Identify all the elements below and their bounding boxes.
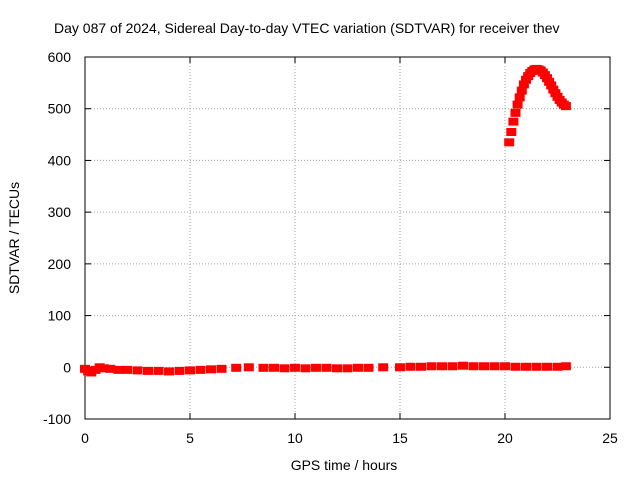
data-point — [447, 362, 458, 371]
data-point — [378, 363, 389, 372]
data-point — [332, 364, 342, 373]
chart-title: Day 087 of 2024, Sidereal Day-to-day VTE… — [54, 20, 560, 36]
data-point — [243, 363, 254, 372]
data-points — [80, 64, 571, 377]
data-point — [516, 86, 527, 95]
data-point — [489, 362, 500, 371]
data-point — [510, 108, 521, 117]
y-tick-label-1: 0 — [63, 359, 71, 375]
data-point — [98, 364, 109, 373]
y-tick-label-4: 300 — [48, 204, 72, 220]
x-tick-label-0: 0 — [81, 430, 89, 446]
data-point — [216, 364, 227, 373]
x-axis-label: GPS time / hours — [291, 457, 398, 473]
y-tick-label-0: -100 — [43, 411, 71, 427]
data-point — [113, 365, 124, 374]
data-point — [363, 363, 374, 372]
data-point — [521, 362, 531, 371]
x-tick-label-2: 10 — [287, 430, 303, 446]
y-tick-label-7: 600 — [48, 49, 72, 65]
data-point — [174, 366, 185, 375]
data-point — [512, 100, 523, 109]
data-point — [353, 363, 363, 372]
data-point — [506, 127, 517, 136]
data-point — [518, 80, 529, 89]
data-point — [321, 363, 332, 372]
data-point — [258, 363, 269, 372]
plot-frame — [84, 56, 611, 420]
data-point — [195, 365, 206, 374]
x-tick-label-3: 15 — [392, 430, 408, 446]
x-axis-ticks: 0 5 10 15 20 25 — [81, 57, 618, 446]
data-point — [508, 117, 519, 126]
data-point — [552, 362, 563, 371]
data-point — [405, 362, 416, 371]
data-point — [468, 362, 479, 371]
data-point — [437, 362, 447, 371]
data-point — [105, 364, 116, 373]
data-point — [416, 362, 426, 371]
data-point — [185, 366, 195, 375]
data-point — [546, 81, 557, 90]
data-point — [504, 138, 515, 147]
data-point — [164, 367, 174, 376]
data-point — [279, 364, 290, 373]
data-point — [514, 93, 525, 102]
data-point — [132, 366, 143, 375]
x-tick-label-5: 25 — [602, 430, 618, 446]
data-point — [122, 365, 132, 374]
data-point — [395, 363, 405, 372]
data-point — [206, 365, 216, 374]
data-point — [153, 366, 164, 375]
data-point — [342, 364, 353, 373]
x-tick-label-4: 20 — [497, 430, 513, 446]
data-point — [300, 364, 311, 373]
data-point — [479, 362, 489, 371]
data-point — [500, 362, 510, 371]
y-axis-label: SDTVAR / TECUs — [6, 182, 22, 294]
data-point — [269, 363, 279, 372]
data-point — [542, 362, 552, 371]
y-tick-label-2: 100 — [48, 308, 72, 324]
x-tick-label-1: 5 — [186, 430, 194, 446]
data-point — [531, 362, 542, 371]
data-point — [426, 362, 437, 371]
y-tick-label-3: 200 — [48, 256, 72, 272]
y-axis-ticks: -100 0 100 200 300 400 500 600 — [43, 49, 610, 427]
data-point — [560, 362, 571, 371]
data-point — [560, 102, 571, 111]
y-tick-label-5: 400 — [48, 152, 72, 168]
grid-lines — [85, 57, 610, 419]
data-point — [290, 363, 300, 372]
data-point — [458, 361, 468, 370]
y-tick-label-6: 500 — [48, 101, 72, 117]
data-point — [143, 366, 153, 375]
data-point — [311, 363, 321, 372]
data-point — [510, 362, 521, 371]
data-point — [231, 363, 242, 372]
